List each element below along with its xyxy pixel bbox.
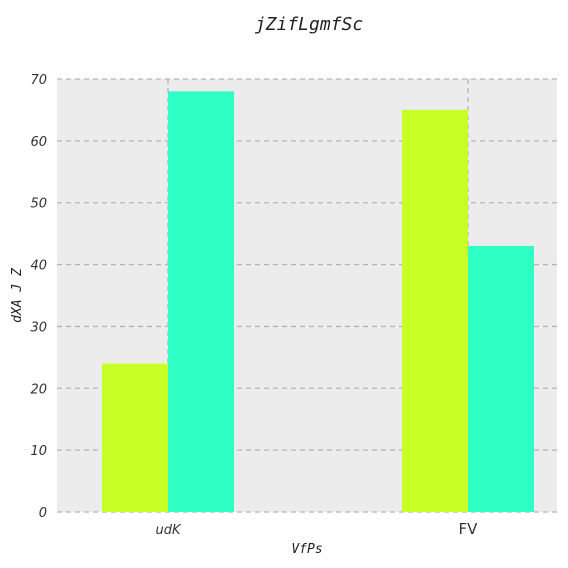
x-tick-label: FV — [459, 520, 479, 538]
chart-title: jZifLgmfSc — [255, 14, 363, 35]
y-tick-label: 50 — [30, 197, 47, 212]
y-axis-label: dXA J Z — [10, 267, 25, 323]
bar-udK-series-1 — [102, 363, 168, 512]
bars — [102, 91, 534, 512]
y-tick-label: 20 — [30, 382, 47, 397]
y-tick-label: 70 — [30, 73, 47, 88]
x-axis-ticks: udK FV — [155, 520, 478, 538]
y-tick-label: 60 — [30, 135, 47, 150]
y-axis-ticks: 0 10 20 30 40 50 60 70 — [30, 73, 47, 521]
y-tick-label: 30 — [30, 320, 47, 335]
y-tick-label: 10 — [30, 444, 47, 459]
bar-FV-series-1 — [402, 109, 468, 512]
x-axis-label: VfPs — [291, 542, 322, 557]
bar-FV-series-2 — [468, 246, 534, 512]
bar-udK-series-2 — [168, 91, 234, 512]
y-tick-label: 40 — [30, 259, 47, 274]
y-tick-label: 0 — [39, 506, 47, 521]
x-tick-label: udK — [155, 523, 181, 538]
